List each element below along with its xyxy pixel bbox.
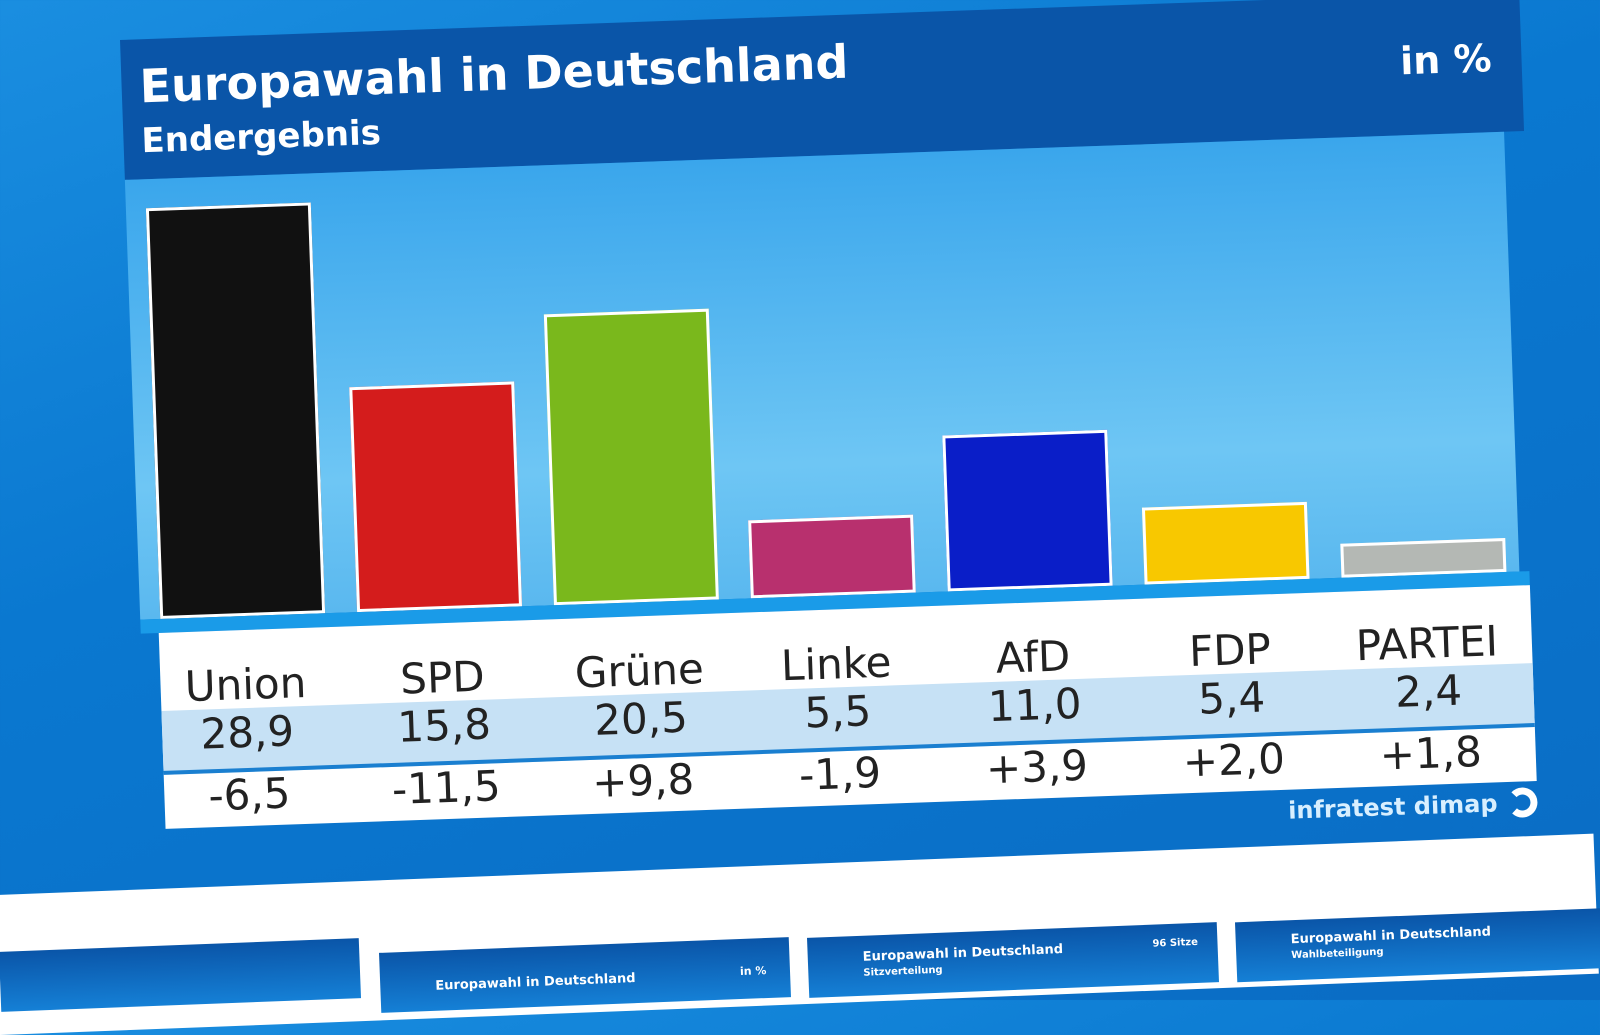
party-label: SPD	[399, 651, 486, 704]
bar-linke	[748, 514, 916, 599]
change-label: +3,9	[985, 740, 1089, 794]
party-label: PARTEI	[1354, 616, 1499, 671]
value-label: 2,4	[1394, 665, 1463, 717]
chart-subtitle: Endergebnis	[140, 112, 382, 162]
value-label: 20,5	[593, 692, 689, 745]
bar-grüne	[543, 308, 719, 606]
change-label: -6,5	[207, 768, 292, 821]
thumbnail-title: Europawahl in Deutschland	[1290, 924, 1492, 948]
bar-fdp	[1141, 502, 1310, 585]
change-label: -1,9	[798, 747, 882, 800]
chart-title: Europawahl in Deutschland	[138, 34, 850, 114]
change-label: +2,0	[1181, 733, 1286, 787]
value-label: 5,4	[1197, 672, 1266, 724]
thumbnail-subtitle: Sitzverteilung	[863, 964, 943, 979]
party-label: FDP	[1188, 624, 1272, 677]
infratest-logo-icon	[1506, 787, 1538, 819]
value-label: 5,5	[803, 686, 873, 738]
election-chart: Europawahl in Deutschland Endergebnis in…	[120, 0, 1547, 840]
party-label: AfD	[995, 631, 1072, 683]
bar-union	[145, 202, 326, 619]
bar-partei	[1340, 537, 1507, 578]
thumbnail-title: Europawahl in Deutschland	[862, 942, 1064, 965]
party-label: Linke	[780, 637, 893, 691]
thumbnail-extra: in %	[739, 964, 767, 979]
unit-label: in %	[1399, 36, 1493, 84]
thumbnail-extra: 96 Sitze	[1152, 936, 1199, 950]
thumbnail-subtitle: Wahlbeteiligung	[1291, 946, 1384, 962]
change-label: +1,8	[1378, 726, 1483, 780]
party-label: Union	[184, 657, 308, 712]
change-label: +9,8	[591, 754, 695, 807]
value-label: 28,9	[199, 706, 295, 759]
bar-afd	[942, 429, 1113, 592]
value-label: 11,0	[987, 678, 1083, 732]
value-label: 15,8	[396, 699, 492, 752]
party-label: Grüne	[574, 644, 705, 698]
change-label: -11,5	[391, 761, 502, 814]
thumbnail-title: Europawahl in Deutschland	[435, 971, 636, 994]
source-logo: infratest dimap	[1288, 787, 1538, 826]
bar-spd	[349, 381, 523, 613]
source-label: infratest dimap	[1287, 789, 1498, 825]
